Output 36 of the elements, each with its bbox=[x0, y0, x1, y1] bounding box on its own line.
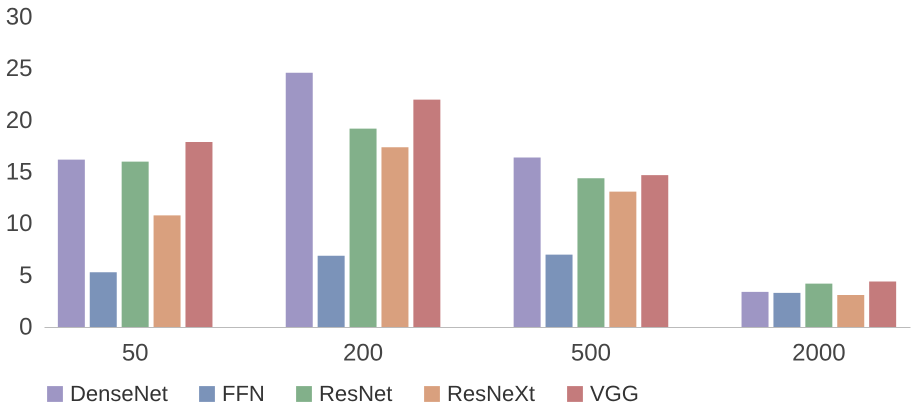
legend-label: ResNet bbox=[319, 381, 392, 406]
bar bbox=[869, 282, 896, 327]
bar bbox=[350, 128, 377, 327]
legend-label: DenseNet bbox=[70, 381, 168, 406]
y-tick-label: 30 bbox=[6, 4, 32, 30]
bar bbox=[58, 160, 85, 327]
bar bbox=[641, 175, 668, 327]
x-tick-label: 50 bbox=[122, 340, 149, 366]
bar bbox=[318, 256, 345, 327]
bar bbox=[154, 215, 181, 327]
y-tick-label: 20 bbox=[6, 106, 32, 134]
y-tick-label: 5 bbox=[19, 262, 32, 289]
y-tick-label: 0 bbox=[19, 314, 32, 340]
bar bbox=[122, 162, 149, 327]
bar bbox=[609, 192, 636, 327]
bar bbox=[286, 72, 313, 327]
bar bbox=[546, 254, 573, 327]
x-tick-label: 2000 bbox=[792, 340, 846, 366]
bar bbox=[381, 147, 408, 327]
bar bbox=[837, 294, 864, 327]
y-tick-label: 15 bbox=[6, 158, 32, 186]
bar bbox=[90, 272, 117, 327]
bar bbox=[514, 158, 541, 327]
bar bbox=[413, 100, 440, 327]
x-tick-label: 500 bbox=[570, 340, 611, 366]
y-tick-label: 10 bbox=[6, 210, 32, 238]
bar bbox=[773, 292, 800, 327]
bar bbox=[577, 178, 604, 327]
legend-label: ResNeXt bbox=[447, 381, 536, 406]
legend-label: FFN bbox=[222, 381, 265, 406]
bar bbox=[742, 292, 769, 327]
bar bbox=[805, 284, 832, 327]
bar bbox=[185, 142, 212, 327]
legend-label: VGG bbox=[590, 381, 639, 406]
x-tick-label: 200 bbox=[343, 340, 384, 366]
y-tick-label: 25 bbox=[6, 55, 32, 82]
